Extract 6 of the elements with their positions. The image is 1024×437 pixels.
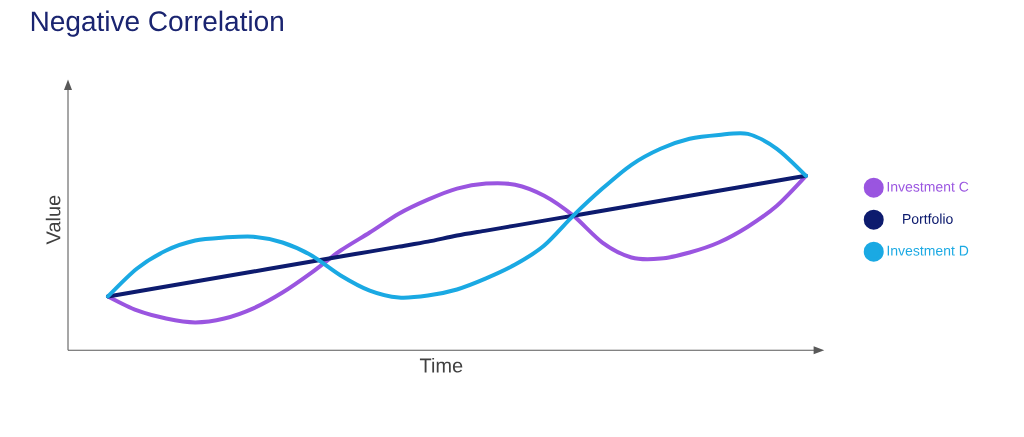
x-axis-title: Time	[419, 357, 463, 373]
chart-title: Negative Correlation	[31, 10, 283, 37]
y-axis-title: Value	[45, 195, 61, 245]
legend-label: Investment C	[887, 181, 969, 192]
legend-label: Investment D	[887, 245, 969, 256]
legend-label: Portfolio	[903, 213, 953, 224]
